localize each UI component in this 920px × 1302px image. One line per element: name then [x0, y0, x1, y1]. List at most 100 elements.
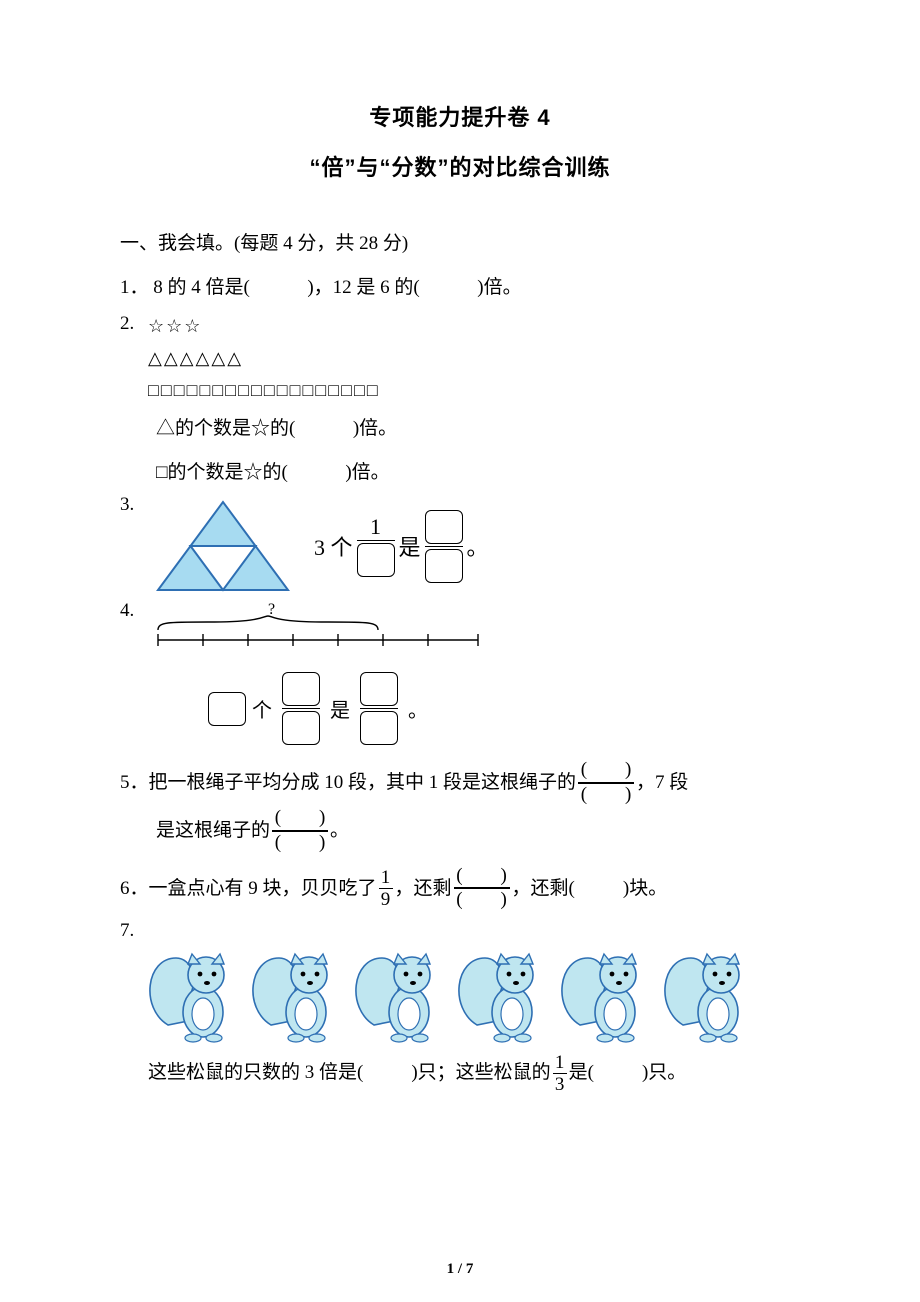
q7: 7. [120, 920, 800, 1095]
q7-text-c: 是( [569, 1051, 594, 1095]
paren-top: ( ) [275, 807, 326, 830]
q3-frac-right [425, 510, 463, 583]
q1-text-a: 8 的 4 倍是( [153, 277, 250, 298]
q6-text-c: ，还剩( [512, 867, 575, 911]
q3-box-den-1[interactable] [357, 543, 395, 577]
q4-box-num-1[interactable] [282, 672, 320, 706]
page-current: 1 [447, 1261, 455, 1277]
q3-equation: 3 个 1 是 。 [314, 510, 489, 583]
paren-top: ( ) [456, 865, 507, 888]
q1-number: 1． [120, 277, 149, 298]
q3-box-num-2[interactable] [425, 510, 463, 544]
q4-text-a: 个 [252, 694, 272, 723]
q3: 3. 3 个 1 是 。 [120, 494, 800, 604]
q6-text-a: 一盒点心有 9 块，贝贝吃了 [149, 867, 377, 911]
q6-number: 6． [120, 867, 149, 911]
q2-blank-1[interactable] [300, 407, 348, 451]
fraction-bar-icon [282, 708, 320, 709]
q4-frac-left [282, 672, 320, 745]
q4-box-num-2[interactable] [360, 672, 398, 706]
q2-line-2: □的个数是☆的( )倍。 [156, 451, 800, 495]
q2-l1b: )倍。 [353, 418, 397, 439]
q3-frac-left: 1 [357, 516, 395, 577]
squirrel-icon [354, 930, 449, 1045]
subtitle: “倍”与“分数”的对比综合训练 [120, 150, 800, 182]
q2-l1a: △的个数是☆的( [156, 418, 295, 439]
q1-text-c: )倍。 [477, 277, 521, 298]
q1: 1． 8 的 4 倍是( )，12 是 6 的( )倍。 [120, 266, 800, 310]
squirrel-icon [560, 930, 655, 1045]
q2-line-1: △的个数是☆的( )倍。 [156, 407, 800, 451]
fraction-bar-icon [425, 546, 463, 547]
q5-text-b: ，7 段 [636, 761, 688, 805]
q1-blank-2[interactable] [425, 266, 473, 310]
squirrel-icon [251, 930, 346, 1045]
q1-blank-1[interactable] [255, 266, 303, 310]
paren-bot: ( ) [275, 832, 326, 855]
paren-top: ( ) [581, 759, 632, 782]
q2-blank-2[interactable] [293, 451, 341, 495]
q3-box-den-2[interactable] [425, 549, 463, 583]
q3-number: 3. [120, 494, 148, 516]
q4-box-count[interactable] [208, 692, 246, 726]
q7-blank-1[interactable] [363, 1051, 411, 1095]
q7-frac: 1 3 [553, 1053, 567, 1094]
squirrel-icon [457, 930, 552, 1045]
q5-frac-1[interactable]: ( ) ( ) [578, 759, 634, 807]
q4-text-b: 是 [330, 694, 350, 723]
frac-num: 1 [555, 1053, 565, 1072]
q5-frac-2[interactable]: ( ) ( ) [272, 807, 328, 855]
q5-text-a: 把一根绳子平均分成 10 段，其中 1 段是这根绳子的 [149, 761, 577, 805]
section-heading: 一、我会填。(每题 4 分，共 28 分) [120, 222, 800, 266]
bracket-figure-icon: ? [148, 600, 488, 670]
q3-text-a: 3 个 [314, 530, 353, 562]
q5-number: 5． [120, 761, 149, 805]
q2-squares: □□□□□□□□□□□□□□□□□□ [148, 377, 800, 405]
q2-stars: ☆☆☆ [148, 313, 800, 341]
q6: 6． 一盒点心有 9 块，贝贝吃了 1 9 ，还剩 ( ) ( ) ，还剩( )… [120, 865, 800, 913]
q3-frac-1-num: 1 [370, 516, 381, 538]
q7-number: 7. [120, 920, 148, 942]
q6-text-b: ，还剩 [395, 867, 452, 911]
q5-text-c: 是这根绳子的 [156, 809, 270, 853]
q4-box-den-1[interactable] [282, 711, 320, 745]
page-total: 7 [466, 1261, 474, 1277]
triangle-figure-icon [148, 496, 298, 596]
q6-frac-2[interactable]: ( ) ( ) [454, 865, 510, 913]
squirrel-icon [663, 930, 758, 1045]
q4: 4. ? 个 [120, 600, 800, 745]
q4-frac-right [360, 672, 398, 745]
q6-frac-1: 1 9 [379, 868, 393, 909]
q2-l2b: )倍。 [345, 462, 389, 483]
q2-number: 2. [120, 309, 148, 339]
q7-text-d: )只。 [642, 1051, 686, 1095]
q1-text-b: )，12 是 6 的( [307, 277, 419, 298]
q7-blank-2[interactable] [594, 1051, 642, 1095]
q4-text-c: 。 [408, 694, 428, 723]
q7-text-a: 这些松鼠的只数的 3 倍是( [148, 1051, 363, 1095]
fraction-bar-icon [357, 540, 395, 541]
fraction-bar-icon [360, 708, 398, 709]
q3-text-b: 是 [399, 530, 421, 562]
paren-bot: ( ) [456, 889, 507, 912]
q7-text: 这些松鼠的只数的 3 倍是( )只；这些松鼠的 1 3 是( )只。 [148, 1051, 758, 1095]
q4-equation: 个 是 。 [208, 672, 488, 745]
squirrel-row [148, 930, 758, 1045]
q7-text-b: )只；这些松鼠的 [411, 1051, 550, 1095]
frac-num: 1 [381, 868, 391, 887]
q5-text-d: 。 [330, 809, 349, 853]
q6-text-d: )块。 [623, 867, 667, 911]
q3-text-c: 。 [467, 530, 489, 562]
q4-box-den-2[interactable] [360, 711, 398, 745]
q2-l2a: □的个数是☆的( [156, 462, 288, 483]
frac-den: 3 [555, 1075, 565, 1094]
q4-number: 4. [120, 600, 148, 622]
q6-blank[interactable] [575, 867, 623, 911]
q5-line-1: 5． 把一根绳子平均分成 10 段，其中 1 段是这根绳子的 ( ) ( ) ，… [120, 759, 800, 807]
squirrel-icon [148, 930, 243, 1045]
page-number: 1 / 7 [0, 1261, 920, 1278]
paren-bot: ( ) [581, 784, 632, 807]
q5-line-2: 是这根绳子的 ( ) ( ) 。 [156, 807, 800, 855]
q2: 2. ☆☆☆ △△△△△△ □□□□□□□□□□□□□□□□□□ [120, 309, 800, 407]
title: 专项能力提升卷 4 [120, 100, 800, 132]
